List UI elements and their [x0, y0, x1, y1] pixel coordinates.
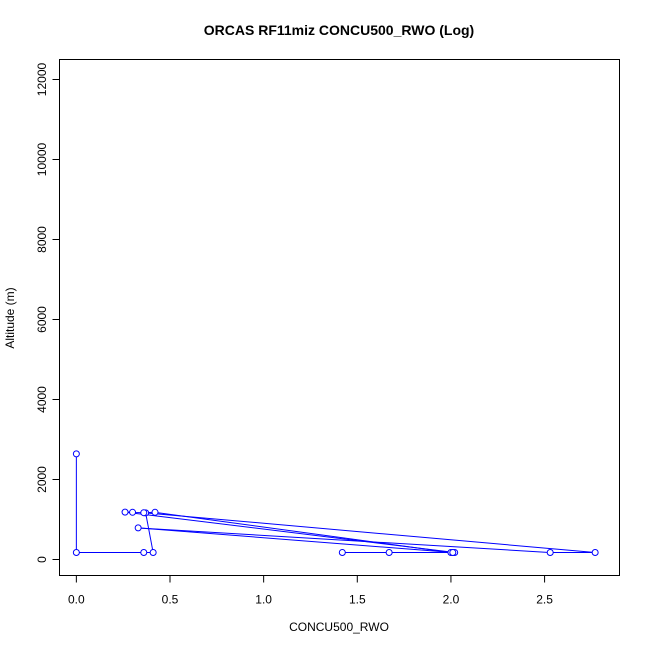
data-point [140, 509, 148, 517]
y-axis-tick-label: 2000 [35, 466, 49, 493]
data-point [546, 549, 554, 556]
data-point [134, 524, 142, 532]
data-point [338, 549, 346, 556]
y-axis-tick-label: 12000 [35, 62, 49, 96]
x-axis-tick-label: 1.5 [349, 593, 366, 607]
data-point [385, 549, 393, 556]
point-layer [72, 450, 599, 556]
series-layer [75, 456, 593, 553]
x-axis-label: CONCU500_RWO [289, 620, 389, 634]
data-point [149, 549, 157, 556]
data-point [591, 549, 599, 556]
series-segment [145, 515, 154, 550]
x-axis-tick-label: 0.0 [68, 593, 85, 607]
data-point [151, 508, 159, 516]
x-axis-tick-label: 2.0 [443, 593, 460, 607]
data-point [140, 549, 148, 556]
series-segment [141, 527, 450, 553]
series-segment [141, 527, 548, 553]
chart-title: ORCAS RF11miz CONCU500_RWO (Log) [204, 22, 474, 38]
x-axis-tick-label: 1.0 [255, 593, 272, 607]
series-segment [146, 512, 593, 553]
x-axis: 0.0 0.5 1.0 1.5 2.0 2.5 [68, 575, 553, 607]
data-point [72, 549, 80, 556]
data-point [449, 549, 457, 556]
data-point [72, 450, 80, 458]
data-point [129, 508, 137, 516]
x-axis-tick-label: 0.5 [162, 593, 179, 607]
y-axis-tick-label: 10000 [35, 142, 49, 176]
plot-area-border [59, 59, 620, 576]
data-point [121, 508, 129, 516]
y-axis-tick-label: 8000 [35, 226, 49, 253]
series-segment [157, 512, 449, 553]
y-axis-label: Altitude (m) [3, 287, 17, 348]
y-axis-tick-label: 4000 [35, 386, 49, 413]
y-axis: 0 2000 4000 6000 8000 10000 12000 [35, 62, 60, 563]
y-axis-tick-label: 6000 [35, 306, 49, 333]
x-axis-tick-label: 2.5 [536, 593, 553, 607]
y-axis-tick-label: 0 [35, 556, 49, 563]
